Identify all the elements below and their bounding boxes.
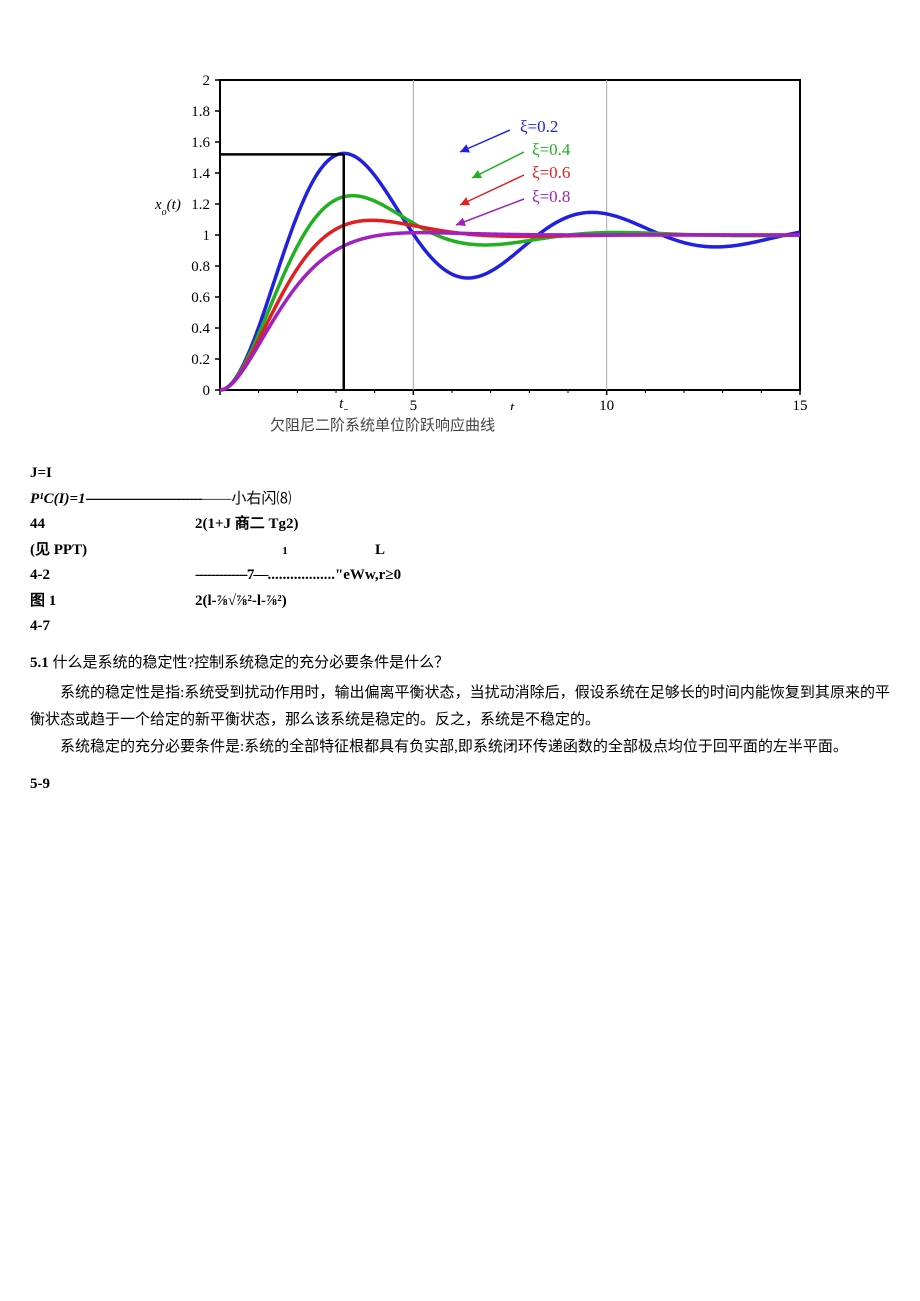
svg-text:0.6: 0.6 [191,290,210,306]
svg-text:xo(t): xo(t) [154,197,181,218]
step-response-chart: 0 0.2 0.4 0.6 0.8 1 1.2 1.4 1.6 1.8 2 5 10 15 xo(t) t tp… [100,70,860,440]
eq-l4-r: L [375,539,385,562]
eq-l4-mid: 1 [195,543,375,560]
svg-text:0: 0 [203,383,211,399]
svg-text:ξ=0.4: ξ=0.4 [532,140,571,159]
svg-text:1.4: 1.4 [191,166,210,182]
eq-l2-c1: P¹C(I)=1 [30,488,86,511]
eq-l3-c2: 2(1+J 商二 Tg2) [195,513,299,536]
q51-title: 什么是系统的稳定性?控制系统稳定的充分必要条件是什么？ [49,655,449,671]
q51-paragraph-1: 系统的稳定性是指:系统受到扰动作用时，输出偏离平衡状态，当扰动消除后，假设系统在… [30,680,890,734]
svg-text:0.8: 0.8 [191,259,210,275]
svg-text:tp: tp [339,396,348,410]
svg-text:t: t [510,400,515,410]
eq-l2-dash: ----------------------------- [86,488,202,511]
svg-text:1.8: 1.8 [191,104,210,120]
svg-text:2: 2 [203,73,211,89]
svg-text:5: 5 [410,398,418,410]
eq-l3-c1: 44 [30,513,195,536]
chart-title: 欠阻尼二阶系统单位阶跃响应曲线 [270,415,495,438]
q51-num: 5.1 [30,655,49,671]
svg-text:ξ=0.8: ξ=0.8 [532,187,570,206]
svg-text:0.4: 0.4 [191,321,210,337]
eq-l1-c1: J=I [30,462,195,485]
svg-text:10: 10 [599,398,614,410]
label-5-9: 5-9 [30,773,890,796]
question-5-1-heading: 5.1 什么是系统的稳定性?控制系统稳定的充分必要条件是什么？ [30,652,890,675]
eq-l2-tail: ——小右闪⑻ [201,488,291,511]
eq-l5-c1: 4-2 [30,564,195,587]
eq-l5-dots: .................. [267,564,335,587]
chart-svg: 0 0.2 0.4 0.6 0.8 1 1.2 1.4 1.6 1.8 2 5 10 15 xo(t) t tp… [100,70,860,410]
eq-l7-c1: 4-7 [30,615,195,638]
q51-paragraph-2: 系统稳定的充分必要条件是:系统的全部特征根都具有负实部,即系统闭环传递函数的全部… [30,734,890,761]
eq-l5-dash: -------------7— [195,564,267,587]
svg-text:1: 1 [203,228,211,244]
eq-l6-c1: 图 1 [30,590,195,613]
svg-text:1.2: 1.2 [191,197,210,213]
svg-text:15: 15 [793,398,808,410]
eq-l4-c1: (见 PPT) [30,539,195,562]
svg-text:ξ=0.2: ξ=0.2 [520,117,558,136]
eq-l6-c2: 2(l-⅞√⅞²-l-⅞²) [195,590,287,613]
svg-text:1.6: 1.6 [191,135,210,151]
equation-block: J=I P¹C(I)=1 ---------------------------… [30,462,890,638]
svg-text:ξ=0.6: ξ=0.6 [532,163,570,182]
eq-l5-tail: "eWw,r≥0 [335,564,401,587]
svg-text:0.2: 0.2 [191,352,210,368]
